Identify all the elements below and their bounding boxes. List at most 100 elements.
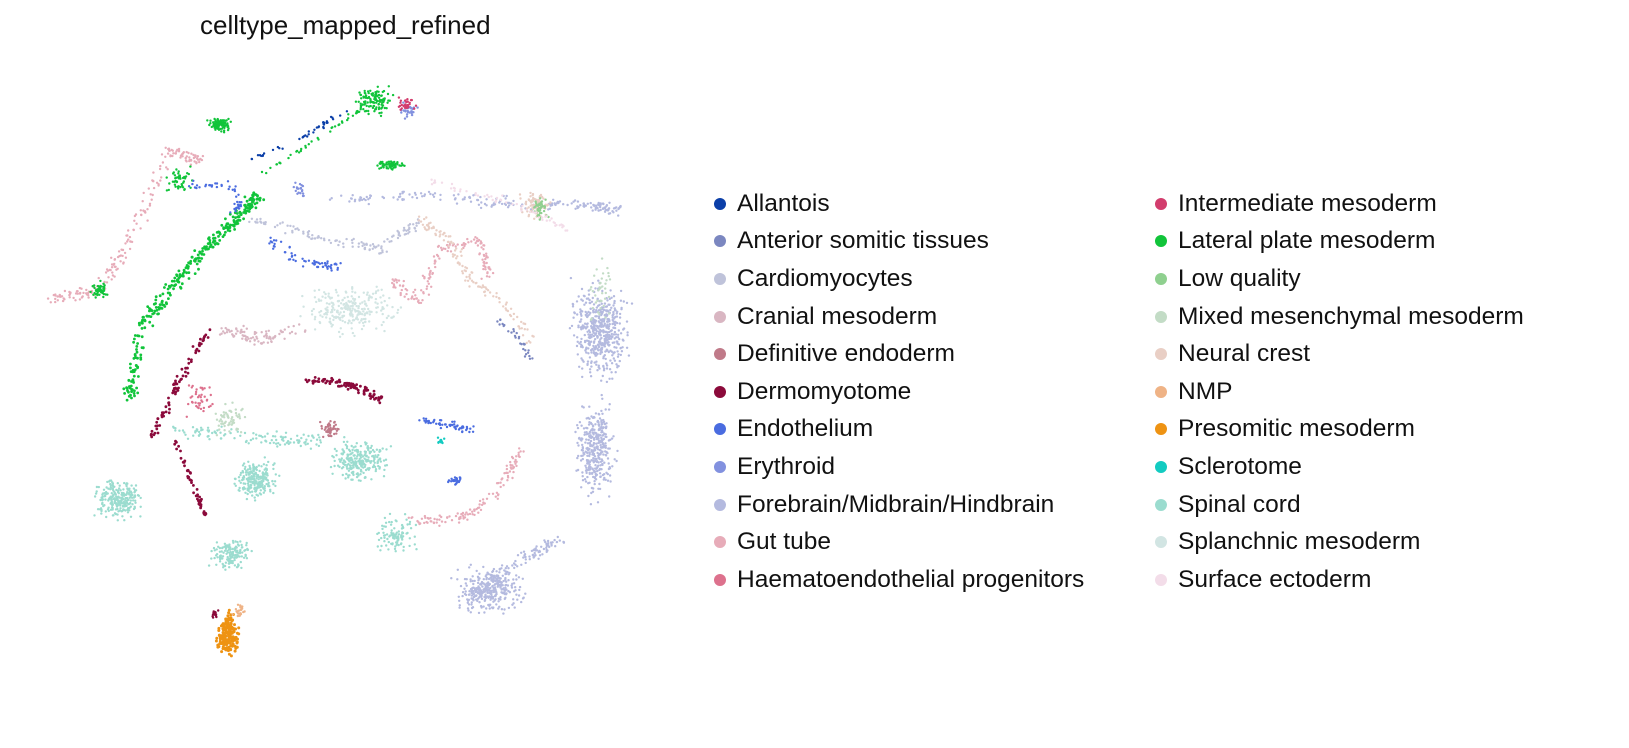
scatter-point [369,194,373,198]
scatter-point [253,343,256,346]
scatter-point [471,510,474,513]
scatter-point [226,180,230,183]
scatter-point [482,267,485,271]
scatter-point [384,525,387,528]
scatter-point [153,431,157,435]
scatter-point [198,186,201,189]
scatter-point [588,452,591,456]
scatter-point [257,464,261,467]
scatter-point [116,267,119,270]
scatter-point [614,333,618,336]
scatter-point [139,227,142,230]
scatter-point [149,193,152,196]
scatter-point [419,192,423,195]
scatter-point [299,187,302,190]
scatter-point [602,453,605,456]
scatter-point [482,248,485,251]
scatter-point [613,301,616,305]
scatter-cluster [165,165,194,192]
scatter-point [480,277,483,280]
scatter-point [146,208,149,211]
scatter-point [586,451,589,455]
scatter-point [585,471,588,475]
scatter-point [580,287,584,291]
scatter-point [587,339,590,343]
scatter-point [586,475,589,479]
scatter-point [472,238,476,241]
scatter-point [237,193,240,196]
scatter-point [140,327,144,330]
scatter-point [585,351,588,354]
scatter-point [414,229,417,233]
scatter-point [604,433,607,436]
scatter-point [222,330,225,333]
scatter-point [302,135,306,138]
scatter-point [428,272,431,275]
scatter-point [590,320,593,324]
scatter-point [599,475,602,479]
scatter-point [327,295,330,298]
scatter-point [49,301,52,304]
scatter-point [127,229,130,232]
scatter-point [593,328,597,331]
scatter-point [464,269,467,273]
scatter-point [490,579,493,582]
scatter-point [391,305,394,309]
scatter-point [345,465,348,468]
scatter-point [107,506,110,509]
scatter-point [110,278,113,281]
scatter-point [154,424,158,428]
scatter-point [529,191,532,195]
scatter-point [331,126,334,129]
scatter-point [584,441,587,444]
scatter-point [69,291,72,294]
scatter-point [465,584,468,587]
scatter-point [528,354,531,358]
scatter-point [301,257,304,260]
scatter-point [625,301,629,305]
scatter-point [100,512,103,515]
scatter-point [600,423,604,426]
scatter-point [581,479,585,482]
scatter-point [95,288,98,291]
scatter-point [438,422,441,425]
scatter-point [482,588,485,592]
scatter-point [585,469,588,472]
scatter-point [485,582,488,585]
scatter-point [537,198,540,202]
scatter-point [215,231,219,234]
scatter-point [360,97,363,100]
scatter-point [535,545,538,548]
scatter-point [331,314,334,317]
scatter-point [585,314,588,317]
scatter-point [545,542,548,546]
scatter-point [106,480,109,484]
scatter-point [211,245,214,249]
scatter-point [585,297,589,300]
scatter-point [233,223,237,226]
scatter-point [307,130,310,133]
scatter-point [340,457,343,460]
scatter-point [520,600,523,604]
scatter-point [125,398,129,402]
scatter-point [313,328,317,331]
scatter-point [588,356,592,359]
scatter-point [107,487,110,490]
scatter-point [469,580,472,583]
scatter-point [181,374,185,378]
scatter-point [310,309,314,313]
scatter-point [390,529,393,532]
scatter-point [115,488,118,492]
scatter-point [326,379,329,383]
scatter-point [416,106,419,109]
scatter-point [399,291,402,295]
scatter-point [142,191,145,195]
scatter-point [236,540,239,544]
scatter-point [609,335,612,338]
scatter-point [512,582,516,585]
scatter-point [586,360,590,363]
scatter-cluster [407,447,525,527]
scatter-point [457,521,461,524]
scatter-point [118,484,121,487]
scatter-point [288,332,292,335]
